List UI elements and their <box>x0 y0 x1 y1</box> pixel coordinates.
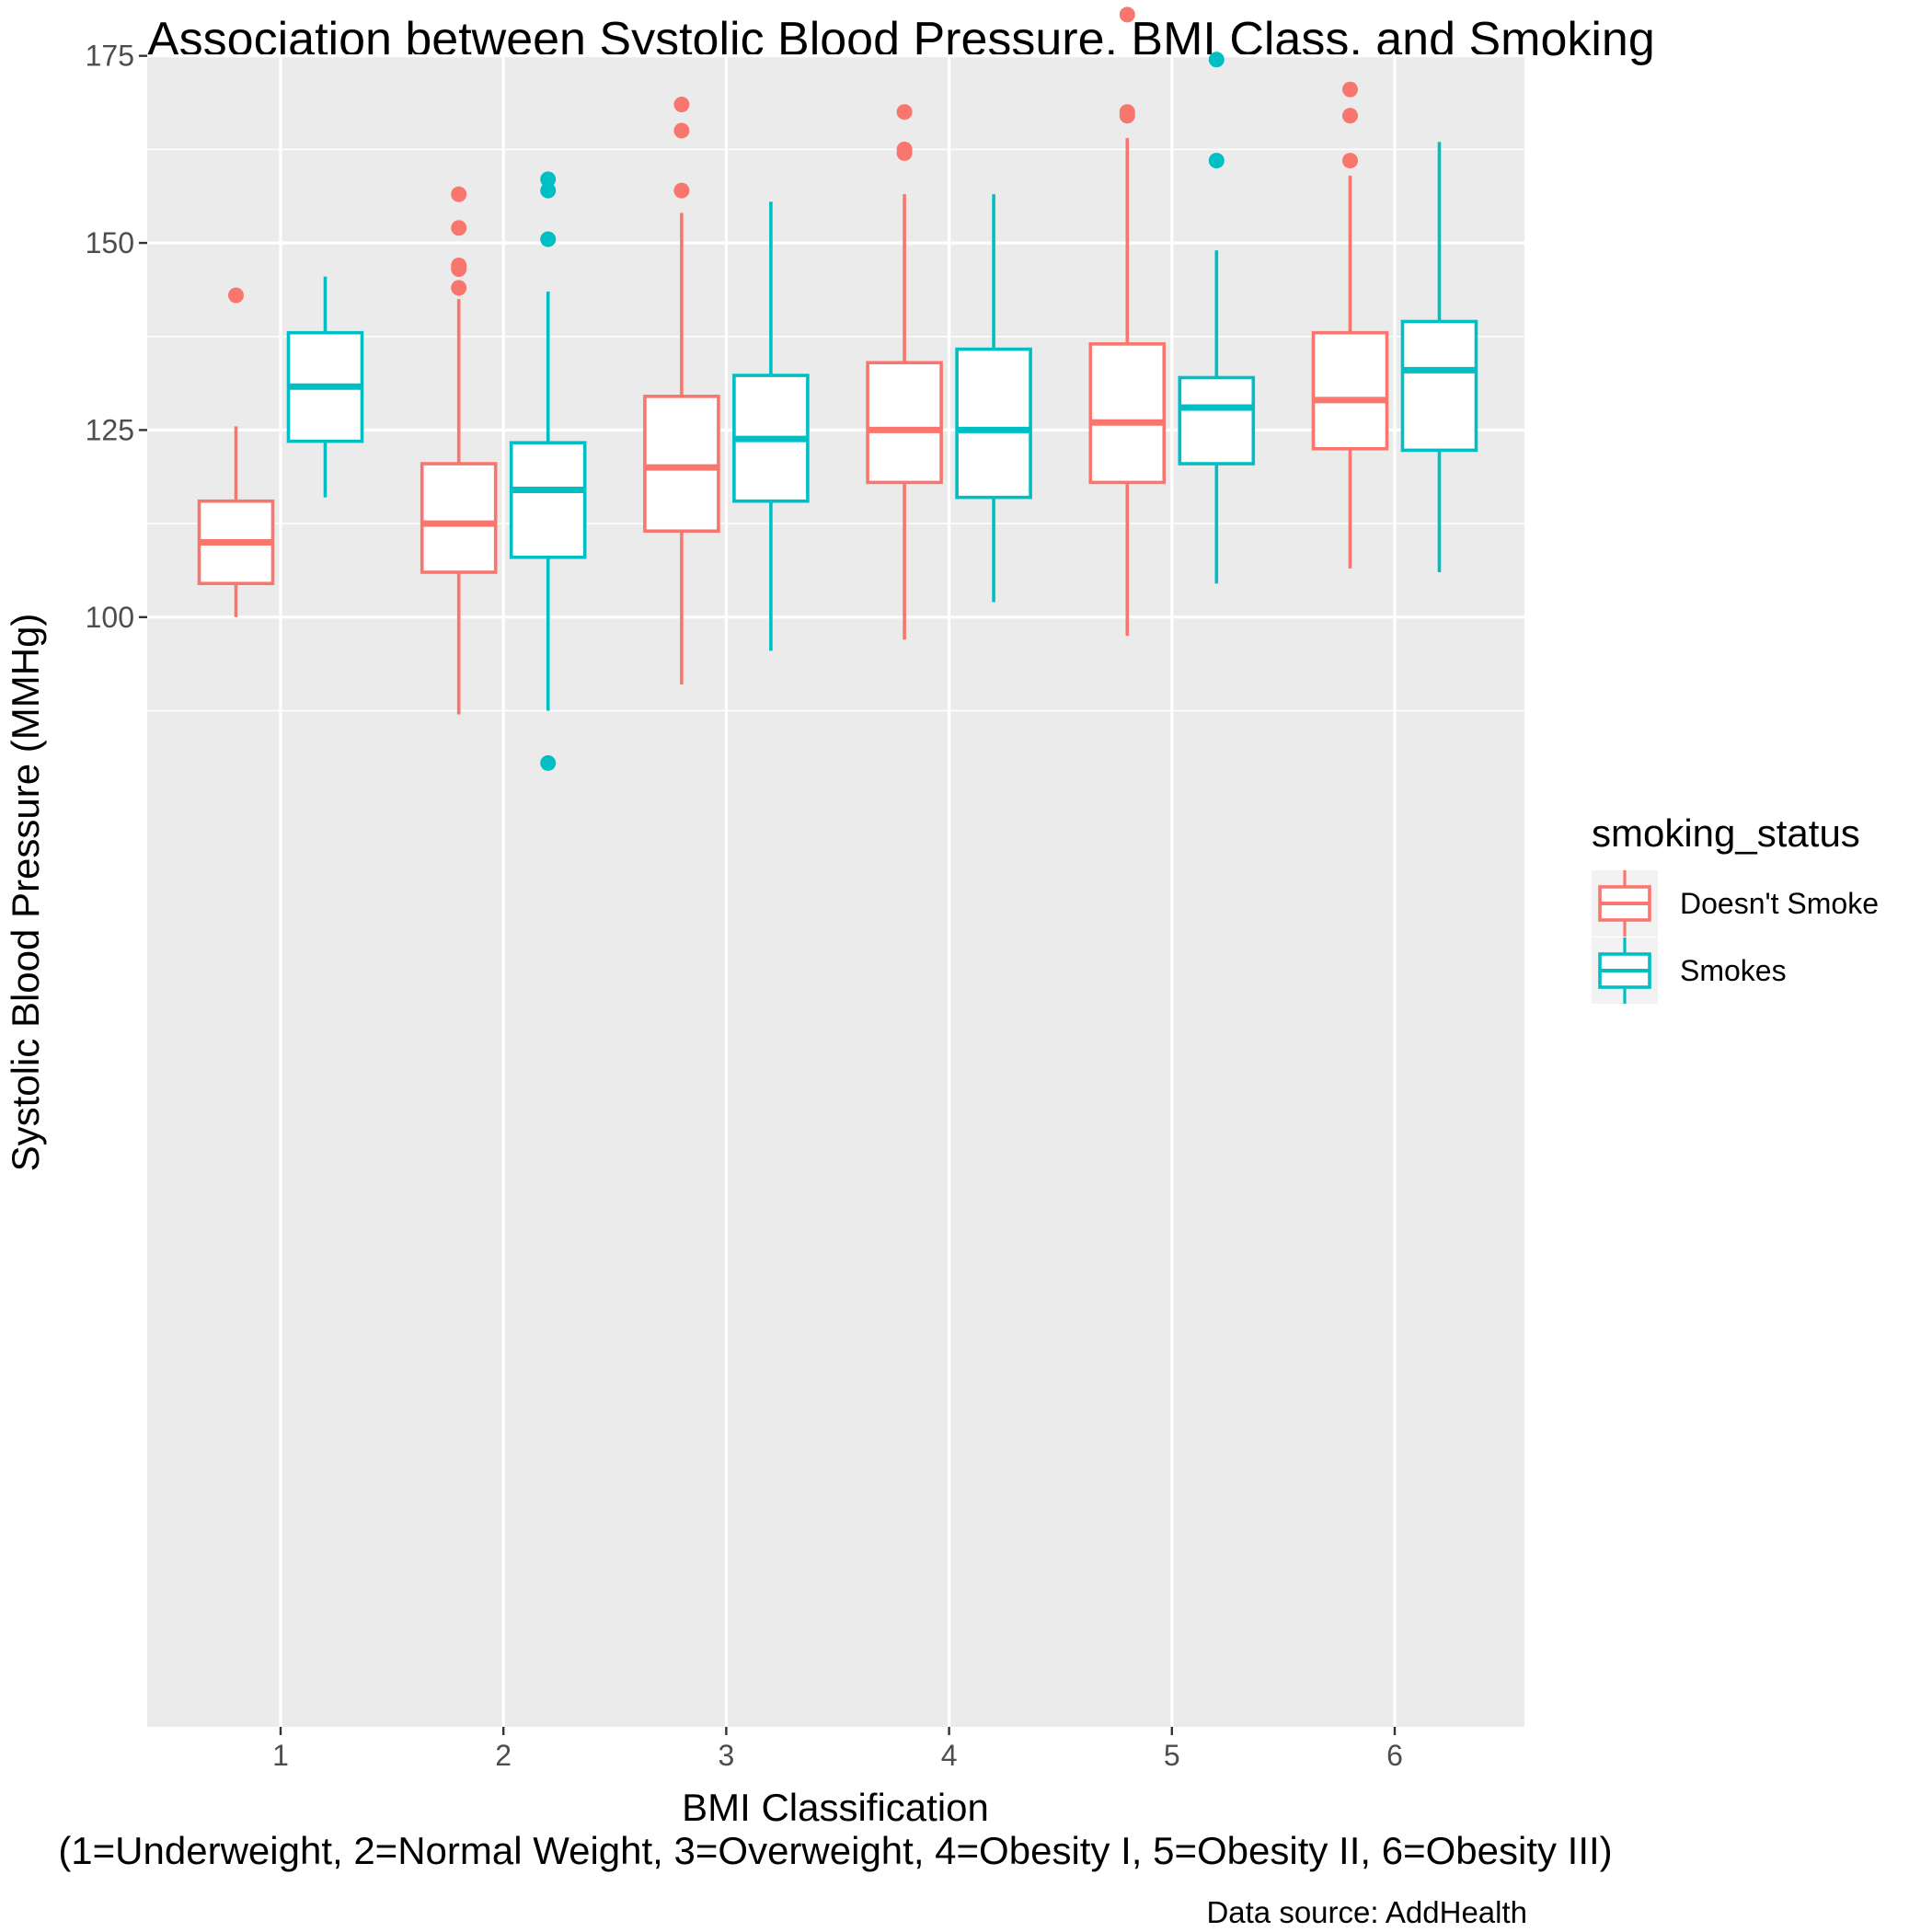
y-axis-title: Systolic Blood Pressure (MMHg) <box>4 614 47 1172</box>
x-tick-label: 6 <box>1386 1739 1403 1772</box>
outlier-point <box>540 171 557 188</box>
chart-caption: Data source: AddHealth <box>1206 1895 1527 1929</box>
legend: smoking_status Doesn't Smoke Smokes <box>1592 811 1879 1004</box>
box-iqr <box>643 395 720 534</box>
box-iqr <box>420 462 498 574</box>
box-doesnt-smoke-3 <box>643 97 720 685</box>
box-smokes-6 <box>1400 142 1478 572</box>
box-iqr <box>1178 375 1256 466</box>
outlier-point <box>1208 153 1225 169</box>
outlier-point <box>451 257 467 273</box>
y-axis: 100 125 150 175 <box>86 40 147 634</box>
box-smokes-4 <box>955 194 1032 603</box>
outlier-point <box>1119 104 1135 121</box>
x-tick-label: 3 <box>719 1739 735 1772</box>
outlier-point <box>896 141 913 157</box>
box-doesnt-smoke-2 <box>420 186 498 715</box>
x-axis: 1 2 3 4 5 6 <box>272 1727 1403 1772</box>
outlier-point <box>673 122 690 139</box>
x-axis-title-line2: (1=Underweight, 2=Normal Weight, 3=Overw… <box>58 1829 1612 1872</box>
outlier-point <box>1208 52 1225 68</box>
x-tick-label: 2 <box>495 1739 512 1772</box>
outlier-point <box>1342 153 1358 169</box>
outlier-point <box>451 220 467 236</box>
legend-key-doesnt-smoke <box>1592 870 1658 937</box>
y-tick-label: 175 <box>86 40 134 73</box>
outlier-point <box>451 186 467 202</box>
outlier-point <box>228 287 244 304</box>
box-smokes-2 <box>509 171 587 771</box>
box-iqr <box>866 361 943 485</box>
box-doesnt-smoke-6 <box>1311 81 1389 569</box>
outlier-point <box>540 182 557 199</box>
boxplot-layer <box>197 6 1478 771</box>
outlier-point <box>896 104 913 121</box>
box-smokes-5 <box>1178 52 1256 584</box>
y-tick-label: 150 <box>86 226 134 259</box>
x-tick-label: 4 <box>941 1739 958 1772</box>
box-doesnt-smoke-5 <box>1088 6 1167 637</box>
box-iqr <box>955 347 1032 500</box>
outlier-point <box>1119 6 1135 23</box>
outlier-point <box>540 231 557 247</box>
box-doesnt-smoke-4 <box>866 104 943 640</box>
legend-label-doesnt-smoke: Doesn't Smoke <box>1680 887 1879 920</box>
plot-panel <box>147 57 1524 1727</box>
box-doesnt-smoke-1 <box>197 287 275 617</box>
y-tick-label: 125 <box>86 413 134 446</box>
box-iqr <box>1088 342 1167 485</box>
x-axis-title: BMI Classification <box>682 1786 989 1829</box>
outlier-point <box>540 754 557 771</box>
legend-label-smokes: Smokes <box>1680 954 1787 987</box>
outlier-point <box>1342 81 1358 98</box>
outlier-point <box>673 182 690 199</box>
box-iqr <box>1311 330 1389 451</box>
x-tick-label: 5 <box>1164 1739 1180 1772</box>
box-smokes-3 <box>732 201 810 651</box>
y-tick-label: 100 <box>86 601 134 634</box>
legend-key-smokes <box>1592 937 1658 1004</box>
gridlines <box>147 54 1524 1727</box>
outlier-point <box>673 97 690 113</box>
box-iqr <box>509 441 587 559</box>
outlier-point <box>1342 108 1358 124</box>
outlier-point <box>451 280 467 296</box>
legend-title: smoking_status <box>1592 811 1860 855</box>
box-smokes-1 <box>286 276 364 498</box>
x-tick-label: 1 <box>272 1739 289 1772</box>
box-iqr <box>1400 319 1478 453</box>
